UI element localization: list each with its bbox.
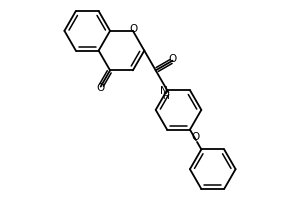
Text: O: O [168, 54, 177, 64]
Text: O: O [129, 24, 137, 34]
Text: O: O [191, 132, 200, 142]
Text: N: N [160, 86, 168, 96]
Text: H: H [162, 92, 169, 101]
Text: O: O [97, 83, 105, 93]
